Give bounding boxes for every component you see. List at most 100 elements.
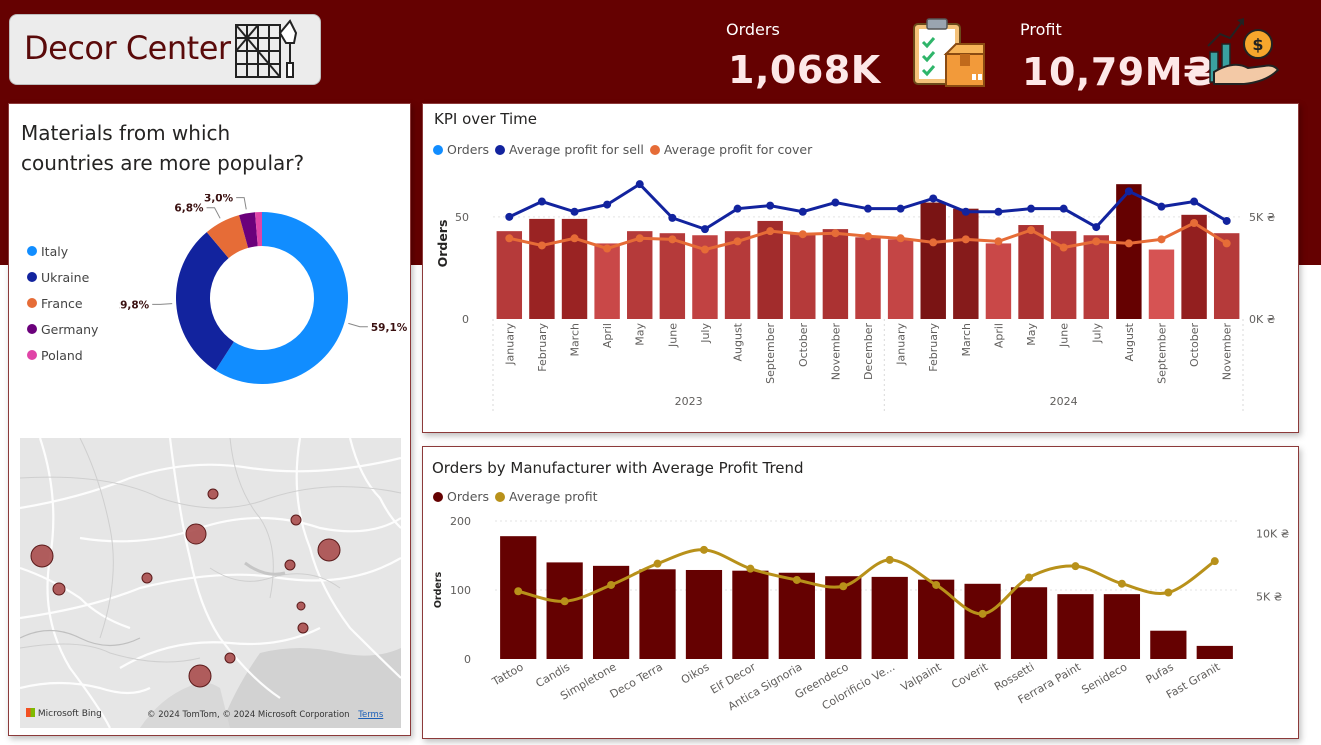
map-bubble[interactable]: [207, 488, 219, 500]
orders-bar[interactable]: [920, 202, 946, 319]
point-average-profit-for-cover[interactable]: [700, 245, 709, 254]
legend-item-orders[interactable]: Orders: [433, 489, 489, 504]
point-average-profit[interactable]: [653, 559, 662, 568]
point-average-profit[interactable]: [699, 545, 708, 554]
map-bubble[interactable]: [185, 523, 207, 545]
orders-bar[interactable]: [496, 231, 523, 319]
point-average-profit-for-sell[interactable]: [961, 207, 970, 216]
point-average-profit-for-cover[interactable]: [505, 234, 514, 243]
orders-bar[interactable]: [1150, 630, 1187, 659]
map-terms-link[interactable]: Terms: [358, 710, 384, 720]
orders-bar[interactable]: [1181, 214, 1207, 319]
point-average-profit-for-sell[interactable]: [1027, 204, 1036, 213]
point-average-profit-for-sell[interactable]: [994, 207, 1003, 216]
donut-slice-france[interactable]: [206, 215, 249, 259]
point-average-profit[interactable]: [978, 609, 987, 618]
orders-bar[interactable]: [953, 208, 979, 319]
point-average-profit-for-cover[interactable]: [864, 232, 872, 241]
map-bubble[interactable]: [30, 544, 54, 568]
ukraine-map[interactable]: Microsoft Bing © 2024 TomTom, © 2024 Mic…: [20, 438, 401, 728]
point-average-profit-for-sell[interactable]: [1092, 223, 1101, 232]
point-average-profit-for-cover[interactable]: [733, 237, 742, 246]
orders-bar[interactable]: [627, 231, 653, 319]
point-average-profit-for-cover[interactable]: [929, 238, 938, 247]
point-average-profit-for-sell[interactable]: [766, 201, 775, 210]
map-bubble[interactable]: [52, 582, 66, 596]
orders-bar[interactable]: [1103, 594, 1141, 659]
orders-bar[interactable]: [855, 237, 881, 319]
donut-slice-poland[interactable]: [254, 212, 262, 247]
point-average-profit[interactable]: [1117, 579, 1126, 588]
donut-slice-italy[interactable]: [215, 212, 349, 384]
point-average-profit[interactable]: [839, 582, 848, 591]
point-average-profit-for-sell[interactable]: [1190, 197, 1199, 206]
point-average-profit-for-sell[interactable]: [1222, 216, 1231, 225]
orders-bar[interactable]: [561, 218, 588, 319]
orders-bar[interactable]: [724, 231, 751, 319]
point-average-profit[interactable]: [792, 575, 801, 584]
legend-item-average-profit-for-sell[interactable]: Average profit for sell: [495, 142, 644, 157]
point-average-profit-for-sell[interactable]: [537, 197, 546, 206]
orders-bar[interactable]: [1213, 233, 1240, 319]
point-average-profit[interactable]: [1210, 557, 1219, 566]
point-average-profit-for-cover[interactable]: [1190, 218, 1199, 227]
orders-bar[interactable]: [732, 570, 769, 659]
orders-bar[interactable]: [659, 233, 686, 319]
orders-bar[interactable]: [1083, 235, 1109, 319]
orders-bar[interactable]: [918, 579, 955, 659]
point-average-profit-for-cover[interactable]: [994, 237, 1003, 246]
orders-bar[interactable]: [1148, 249, 1175, 319]
orders-bar[interactable]: [500, 536, 537, 659]
map-bubble[interactable]: [224, 652, 236, 664]
point-average-profit-for-sell[interactable]: [668, 213, 677, 222]
orders-bar[interactable]: [964, 583, 1001, 659]
orders-bar[interactable]: [1018, 225, 1044, 319]
map-bubble[interactable]: [188, 664, 212, 688]
point-average-profit-for-sell[interactable]: [929, 194, 938, 203]
orders-bar[interactable]: [887, 239, 914, 319]
point-average-profit-for-sell[interactable]: [700, 225, 709, 234]
point-average-profit[interactable]: [1025, 573, 1034, 582]
map-bubble[interactable]: [290, 514, 302, 526]
point-average-profit-for-sell[interactable]: [505, 212, 514, 221]
point-average-profit-for-cover[interactable]: [961, 235, 970, 244]
map-bubble[interactable]: [141, 572, 153, 584]
orders-bar[interactable]: [685, 569, 723, 659]
point-average-profit[interactable]: [885, 555, 894, 564]
point-average-profit-for-cover[interactable]: [1059, 243, 1068, 252]
point-average-profit-for-sell[interactable]: [864, 204, 872, 213]
point-average-profit-for-sell[interactable]: [603, 200, 612, 209]
point-average-profit-for-sell[interactable]: [1059, 204, 1068, 213]
point-average-profit-for-cover[interactable]: [766, 227, 775, 236]
orders-bar[interactable]: [757, 220, 783, 319]
point-average-profit-for-cover[interactable]: [570, 234, 579, 243]
map-bubble[interactable]: [317, 538, 341, 562]
orders-bar[interactable]: [1057, 594, 1094, 659]
donut-slice-ukraine[interactable]: [176, 232, 234, 371]
orders-bar[interactable]: [529, 218, 555, 319]
point-average-profit-for-cover[interactable]: [603, 244, 612, 253]
point-average-profit-for-sell[interactable]: [1124, 187, 1133, 196]
point-average-profit-for-cover[interactable]: [1157, 235, 1166, 244]
point-average-profit-for-sell[interactable]: [635, 180, 644, 189]
orders-bar[interactable]: [546, 562, 583, 659]
point-average-profit-for-sell[interactable]: [896, 204, 905, 213]
point-average-profit-for-cover[interactable]: [635, 234, 644, 243]
legend-item-orders[interactable]: Orders: [433, 142, 489, 157]
legend-item-average-profit-for-cover[interactable]: Average profit for cover: [649, 142, 812, 157]
point-average-profit[interactable]: [1071, 562, 1080, 571]
point-average-profit[interactable]: [746, 564, 755, 573]
point-average-profit-for-sell[interactable]: [733, 204, 742, 213]
point-average-profit[interactable]: [1164, 588, 1173, 597]
point-average-profit[interactable]: [607, 580, 616, 589]
orders-bar[interactable]: [871, 576, 908, 659]
point-average-profit-for-sell[interactable]: [570, 207, 579, 216]
point-average-profit-for-cover[interactable]: [537, 241, 546, 250]
point-average-profit-for-cover[interactable]: [896, 234, 905, 243]
map-bubble[interactable]: [297, 622, 309, 634]
point-average-profit-for-cover[interactable]: [1092, 237, 1101, 246]
point-average-profit[interactable]: [560, 597, 569, 606]
point-average-profit-for-cover[interactable]: [1027, 226, 1036, 235]
donut-legend-item-italy[interactable]: Italy: [27, 238, 98, 264]
orders-bar[interactable]: [1116, 184, 1142, 319]
